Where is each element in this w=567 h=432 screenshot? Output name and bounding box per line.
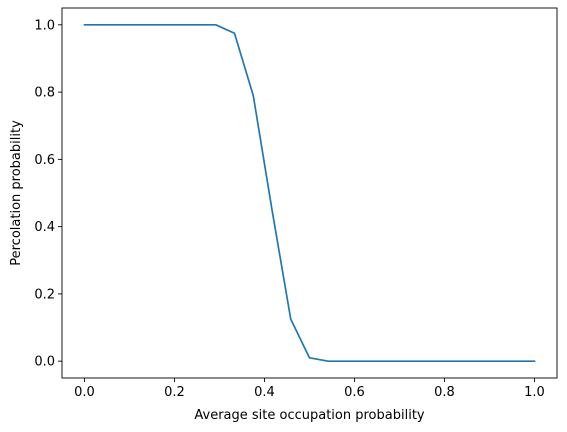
x-tick-label: 0.4 bbox=[254, 385, 275, 400]
ticks-layer: 0.0 0.2 0.4 0.6 0.8 1.0 0.0 0.2 0.4 0.6 0.8 1.0 bbox=[34, 18, 545, 400]
y-axis-label: Percolation probability bbox=[9, 120, 24, 266]
y-tick-label: 0.4 bbox=[34, 220, 55, 235]
y-tick-label: 0.0 bbox=[34, 355, 55, 370]
series-line bbox=[83, 23, 536, 363]
x-tick-label: 0.0 bbox=[74, 385, 95, 400]
y-tick-label: 0.6 bbox=[34, 153, 55, 168]
x-axis-label: Average site occupation probability bbox=[194, 408, 425, 423]
y-tick-label: 1.0 bbox=[34, 18, 55, 33]
x-tick-label: 0.8 bbox=[434, 385, 455, 400]
series-layer bbox=[83, 23, 536, 363]
x-tick-label: 0.6 bbox=[344, 385, 365, 400]
plot-frame bbox=[61, 7, 558, 379]
x-tick-label: 1.0 bbox=[524, 385, 545, 400]
y-tick-label: 0.2 bbox=[34, 287, 55, 302]
y-tick-label: 0.8 bbox=[34, 86, 55, 101]
x-tick-label: 0.2 bbox=[164, 385, 185, 400]
